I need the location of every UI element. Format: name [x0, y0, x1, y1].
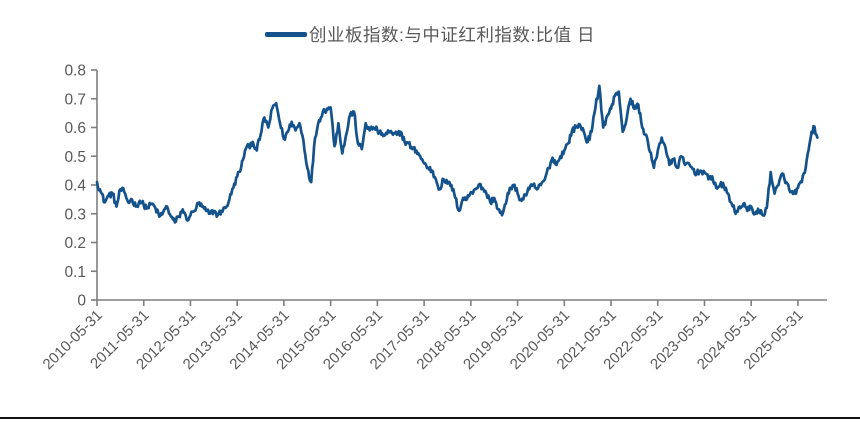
y-tick-label: 0.4 [64, 178, 86, 195]
y-tick-label: 0.2 [64, 235, 86, 252]
y-tick-label: 0 [77, 293, 86, 310]
legend-label: 创业板指数:与中证红利指数:比值 日 [308, 25, 596, 45]
series-line [95, 84, 819, 224]
legend-line-swatch [264, 32, 307, 37]
y-tick-label: 0.7 [64, 91, 86, 108]
y-tick-label: 0.8 [64, 63, 86, 80]
legend: 创业板指数:与中证红利指数:比值 日 [0, 22, 860, 47]
y-tick-label: 0.1 [64, 264, 86, 281]
y-tick-label: 0.5 [64, 149, 86, 166]
bottom-divider [0, 417, 860, 419]
y-tick-label: 0.6 [64, 120, 86, 137]
y-tick-label: 0.3 [64, 206, 86, 223]
